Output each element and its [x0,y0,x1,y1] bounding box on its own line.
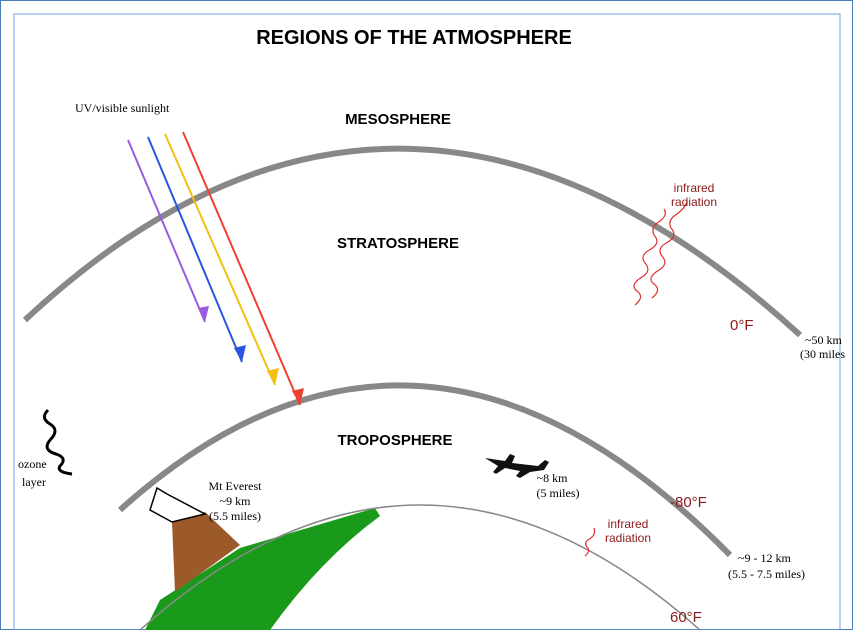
infrared-wave [650,201,688,299]
label: infrared [674,181,715,195]
label: ~50 km [805,333,842,347]
label: MESOSPHERE [345,111,451,128]
uv-ray [127,139,206,323]
label: (30 miles [800,347,845,361]
infrared-wave [633,208,666,306]
label: ~9 km [220,494,251,508]
label: ~8 km [537,471,568,485]
label: ozone [18,457,47,471]
tropopause-arc [117,382,733,558]
label: (5 miles) [537,486,580,500]
inner-frame [13,13,841,630]
label: 60°F [670,609,702,626]
label: (5.5 miles) [209,509,261,523]
label: ~9 - 12 km [738,551,791,565]
airplane [485,454,549,478]
red-ray [182,131,301,406]
label: -80°F [670,494,707,511]
label: layer [22,475,46,489]
label: Mt Everest [209,479,263,493]
blue-ray [147,136,243,363]
stratopause-arc [22,145,803,338]
arrowhead [292,388,304,405]
mountain [172,512,240,592]
title: REGIONS OF THE ATMOSPHERE [256,27,572,49]
arrowhead [198,306,209,322]
arrowhead [234,345,246,362]
label: radiation [671,195,717,209]
label: TROPOSPHERE [337,432,452,449]
label: UV/visible sunlight [75,101,170,115]
label: 0°F [730,317,754,334]
label: STRATOSPHERE [337,235,459,252]
land [145,508,380,630]
mountain-peak [149,486,208,523]
ozone-squiggle [43,408,73,476]
label: radiation [605,531,651,545]
infrared-wave [584,527,596,557]
label: (5.5 - 7.5 miles) [728,567,805,581]
arrowhead [267,368,279,385]
yellow-ray [164,133,276,386]
earth-surface [139,504,701,630]
label: infrared [608,517,649,531]
